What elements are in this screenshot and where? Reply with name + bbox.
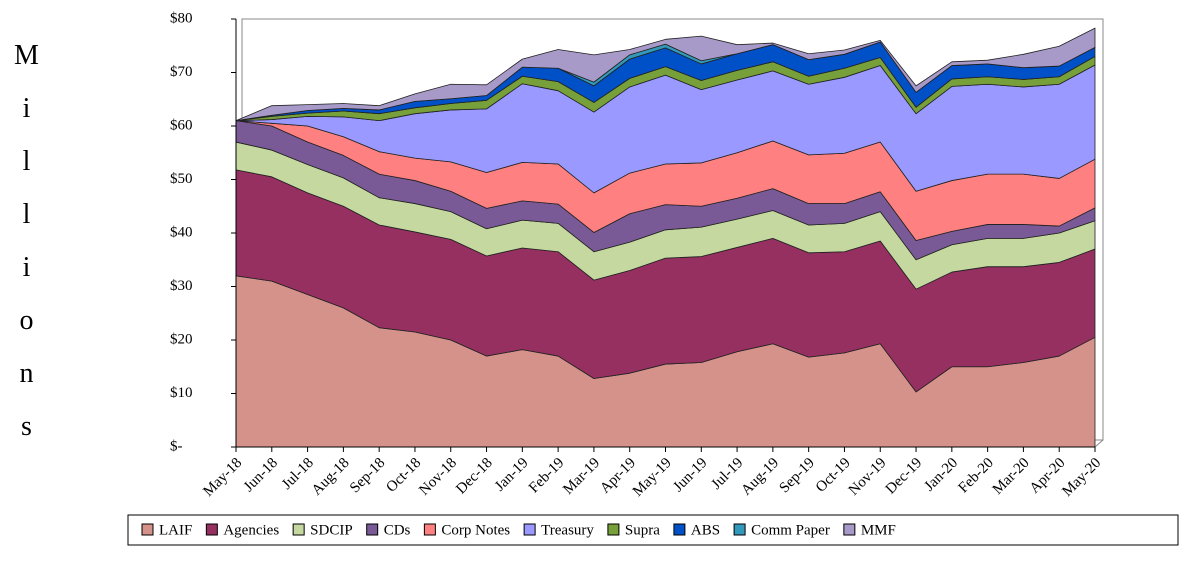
legend-label: MMF xyxy=(861,522,896,538)
legend-swatch xyxy=(205,523,218,536)
y-tick-label: $80 xyxy=(170,10,193,26)
legend-label: CDs xyxy=(384,522,411,538)
legend-label: Treasury xyxy=(541,522,594,538)
x-tick-label: Feb-20 xyxy=(956,455,997,496)
legend-label: Agencies xyxy=(223,522,279,538)
legend-swatch xyxy=(733,523,746,536)
legend-swatch xyxy=(673,523,686,536)
y-tick-label: $50 xyxy=(170,171,193,187)
area xyxy=(235,27,1096,122)
legend-swatch xyxy=(423,523,436,536)
x-tick-label: Feb-19 xyxy=(526,455,567,496)
x-tick-label: Jan-20 xyxy=(921,455,961,495)
x-tick-label: Dec-19 xyxy=(883,455,926,498)
x-tick-label: Aug-19 xyxy=(738,455,782,499)
x-tick-label: Jan-19 xyxy=(492,455,532,495)
legend-swatch xyxy=(523,523,536,536)
legend-label: ABS xyxy=(691,522,720,538)
x-tick-label: Sep-19 xyxy=(777,455,818,496)
legend-label: Corp Notes xyxy=(441,522,510,538)
x-tick-label: Mar-19 xyxy=(560,455,603,498)
y-tick-label: $40 xyxy=(170,224,193,240)
y-axis-label: Millions xyxy=(11,40,42,464)
legend-label: LAIF xyxy=(159,522,192,538)
x-tick-label: May-18 xyxy=(200,455,245,500)
legend-label: Comm Paper xyxy=(751,522,830,538)
legend-swatch xyxy=(141,523,154,536)
legend-label: Supra xyxy=(625,522,660,538)
y-tick-label: $70 xyxy=(170,64,193,80)
legend-swatch xyxy=(292,523,305,536)
y-tick-label: $60 xyxy=(170,117,193,133)
y-tick-label: $20 xyxy=(170,331,193,347)
x-tick-label: Jun-18 xyxy=(241,455,281,495)
y-tick-label: $30 xyxy=(170,278,193,294)
x-tick-label: Dec-18 xyxy=(453,455,496,498)
y-tick-label: $- xyxy=(170,438,183,454)
legend-swatch xyxy=(843,523,856,536)
x-tick-label: May-19 xyxy=(630,455,675,500)
legend-label: SDCIP xyxy=(310,522,353,538)
x-tick-label: Nov-18 xyxy=(416,455,460,499)
legend-swatch xyxy=(366,523,379,536)
legend-swatch xyxy=(607,523,620,536)
x-tick-label: Nov-19 xyxy=(846,455,890,499)
x-tick-label: Mar-20 xyxy=(990,455,1033,498)
y-tick-label: $10 xyxy=(170,385,193,401)
floor-edge xyxy=(1094,439,1104,448)
x-tick-label: May-20 xyxy=(1059,455,1104,500)
x-tick-label: Sep-18 xyxy=(347,455,388,496)
x-tick-label: Jun-19 xyxy=(670,455,710,495)
x-tick-label: Aug-18 xyxy=(309,455,353,499)
